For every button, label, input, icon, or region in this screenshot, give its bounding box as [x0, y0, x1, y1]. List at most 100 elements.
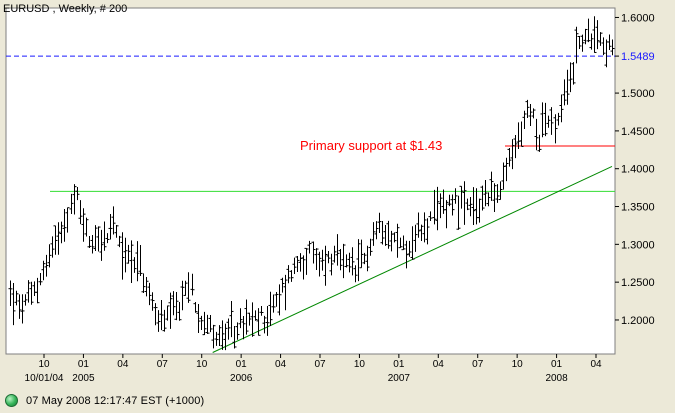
ohlc-bar — [41, 260, 46, 281]
ohlc-bar — [419, 224, 424, 241]
ohlc-bar — [510, 139, 515, 170]
ohlc-bar — [410, 226, 415, 260]
ohlc-bar — [292, 257, 297, 274]
ohlc-bar — [168, 292, 173, 329]
ohlc-bar — [577, 35, 582, 49]
ohlc-bar — [84, 217, 89, 237]
ohlc-bar — [380, 221, 385, 245]
x-year-label: 10/01/04 — [25, 373, 64, 384]
chart-title: EURUSD , Weekly, # 200 — [3, 3, 127, 15]
ohlc-bar — [374, 221, 379, 240]
ohlc-bar — [274, 291, 279, 307]
ohlc-bar — [422, 212, 427, 243]
x-year-label: 2005 — [72, 373, 95, 384]
ohlc-bar — [259, 306, 264, 316]
y-tick-label: 1.2500 — [621, 277, 655, 289]
x-tick-label: 04 — [275, 359, 287, 370]
ohlc-bar — [214, 331, 219, 346]
ohlc-bar — [332, 245, 337, 263]
ohlc-bar — [450, 194, 455, 216]
x-tick-label: 10 — [38, 359, 50, 370]
ohlc-bar — [513, 134, 518, 159]
ohlc-bar — [386, 220, 391, 249]
ohlc-bar — [480, 185, 485, 211]
ohlc-bar — [223, 323, 228, 351]
ohlc-bar — [540, 102, 545, 138]
ohlc-bar — [87, 235, 92, 248]
ohlc-bar — [102, 221, 107, 251]
ohlc-bar — [186, 272, 191, 303]
ohlc-bar — [323, 245, 328, 286]
x-tick-label: 01 — [78, 359, 90, 370]
y-tick-label: 1.6000 — [621, 12, 655, 24]
ohlc-bar — [126, 244, 131, 264]
ohlc-bar — [250, 302, 255, 337]
ohlc-bar — [208, 315, 213, 333]
ohlc-bar — [38, 272, 43, 286]
ohlc-bar — [586, 18, 591, 43]
ohlc-bar — [265, 305, 270, 336]
ohlc-bar — [11, 283, 16, 326]
ohlc-bar — [193, 301, 198, 313]
x-tick-label: 04 — [433, 359, 445, 370]
ohlc-bar — [492, 183, 497, 212]
ohlc-bar — [111, 206, 116, 235]
ohlc-bar — [150, 292, 155, 311]
ohlc-bar — [362, 252, 367, 265]
x-tick-label: 10 — [354, 359, 366, 370]
ohlc-bar — [589, 33, 594, 50]
y-tick-label: 1.3000 — [621, 239, 655, 251]
ohlc-bar — [565, 69, 570, 105]
ohlc-bar — [56, 222, 61, 255]
ohlc-bar — [356, 239, 361, 282]
ohlc-bar — [347, 252, 352, 273]
x-tick-label: 04 — [117, 359, 129, 370]
ohlc-bar — [447, 194, 452, 207]
ohlc-bar — [20, 294, 25, 324]
ohlc-bar — [598, 32, 603, 46]
ohlc-bar — [435, 186, 440, 231]
ohlc-bar — [425, 218, 430, 245]
ohlc-bar — [62, 208, 67, 242]
price-chart[interactable]: EURUSD , Weekly, # 200 1.2000 1.2500 1.300… — [0, 0, 675, 388]
ohlc-bar — [72, 184, 77, 215]
ohlc-bar — [607, 34, 612, 50]
ohlc-bar — [202, 311, 207, 336]
ohlc-bar — [592, 16, 597, 53]
ohlc-bar — [489, 171, 494, 201]
ohlc-bar — [78, 200, 83, 225]
ohlc-bar — [335, 234, 340, 266]
ohlc-bar — [298, 253, 303, 272]
ohlc-bar — [353, 265, 358, 283]
ohlc-bar — [69, 193, 74, 215]
y-tick-label: 1.5000 — [621, 88, 655, 100]
ohlc-bar — [559, 94, 564, 123]
ohlc-bar — [404, 240, 409, 269]
ohlc-bar — [428, 211, 433, 222]
ohlc-bar — [190, 273, 195, 296]
ohlc-bar — [75, 186, 80, 201]
ohlc-bar — [96, 226, 101, 252]
ohlc-bar — [583, 28, 588, 45]
ohlc-bar — [108, 214, 113, 240]
ohlc-bar — [365, 245, 370, 272]
x-tick-label: 07 — [472, 359, 484, 370]
ohlc-bar — [129, 240, 134, 284]
ohlc-bar — [280, 277, 285, 293]
ohlc-bar — [595, 20, 600, 50]
status-bar: 07 May 2008 12:17:47 EST (+1000) — [0, 388, 675, 413]
ohlc-bar — [26, 280, 31, 303]
ohlc-bar — [14, 290, 19, 306]
ohlc-bar — [99, 229, 104, 261]
ohlc-bar — [320, 249, 325, 271]
ohlc-bar — [156, 310, 161, 332]
ohlc-bar — [141, 273, 146, 294]
ohlc-bar — [123, 237, 128, 273]
ohlc-bar — [453, 188, 458, 204]
ohlc-bar — [226, 318, 231, 340]
ohlc-bar — [444, 200, 449, 229]
plot-area — [5, 7, 616, 355]
ohlc-bar — [135, 241, 140, 282]
ohlc-bar — [359, 239, 364, 269]
